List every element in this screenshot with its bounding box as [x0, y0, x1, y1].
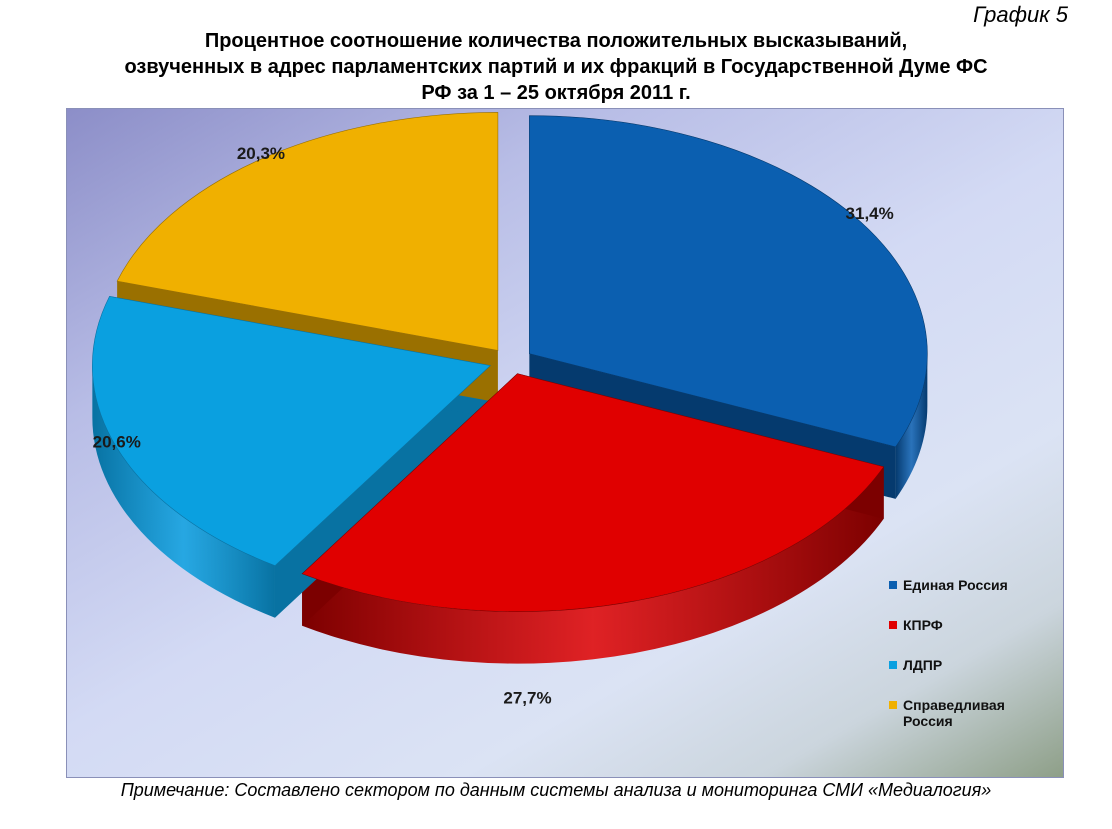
- data-label-spravedlivaya-rossiya: 20,3%: [237, 144, 285, 163]
- slice-side-kprf: [302, 466, 884, 664]
- chart-title: Процентное соотношение количества положи…: [40, 28, 1072, 106]
- legend-swatch-ldpr: [889, 661, 897, 669]
- legend-item-spravedlivaya-rossiya: Справедливая Россия: [889, 697, 1023, 729]
- legend-item-kprf: КПРФ: [889, 617, 1023, 633]
- pie-chart: 31,4% 27,7% 20,6% 20,3%: [92, 112, 928, 708]
- title-line-2: озвученных в адрес парламентских партий …: [124, 56, 988, 78]
- data-label-kprf: 27,7%: [503, 689, 551, 708]
- data-label-ldpr: 20,6%: [93, 433, 141, 452]
- slice-side-ldpr: [92, 365, 275, 618]
- slice-spravedlivaya-rossiya: [116, 112, 499, 351]
- legend-item-ldpr: ЛДПР: [889, 657, 1023, 673]
- legend-label-spravedlivaya-rossiya: Справедливая Россия: [903, 697, 1005, 729]
- data-label-edinaya-rossiya: 31,4%: [846, 204, 894, 223]
- plot-area: 31,4% 27,7% 20,6% 20,3% Единая Россия КПРФ …: [66, 108, 1064, 778]
- legend-swatch-kprf: [889, 621, 897, 629]
- slice-kprf: [301, 373, 885, 612]
- title-line-3: РФ за 1 – 25 октября 2011 г.: [421, 82, 691, 104]
- legend: Единая Россия КПРФ ЛДПР Справедливая Рос…: [889, 577, 1023, 753]
- legend-item-edinaya-rossiya: Единая Россия: [889, 577, 1023, 593]
- slice-ldpr: [92, 295, 491, 567]
- legend-swatch-spravedlivaya-rossiya: [889, 701, 897, 709]
- legend-swatch-edinaya-rossiya: [889, 581, 897, 589]
- legend-label-ldpr: ЛДПР: [903, 657, 943, 673]
- chart-caption: График 5: [973, 2, 1068, 27]
- legend-label-kprf: КПРФ: [903, 617, 943, 633]
- slice-side-edinaya-rossiya: [895, 353, 928, 499]
- slice-edinaya-rossiya: [529, 115, 928, 448]
- source-note: Примечание: Составлено сектором по данны…: [120, 780, 992, 800]
- title-line-1: Процентное соотношение количества положи…: [204, 30, 908, 52]
- legend-label-edinaya-rossiya: Единая Россия: [903, 577, 1008, 593]
